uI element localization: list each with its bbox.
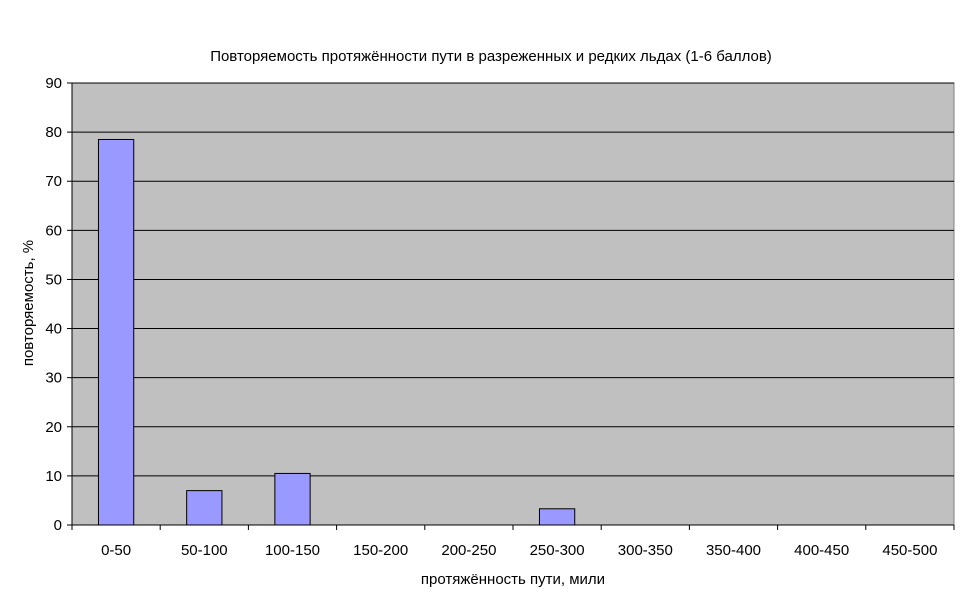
y-tick-label: 80 bbox=[45, 124, 62, 141]
x-tick-label: 100-150 bbox=[265, 542, 320, 559]
x-axis-label: протяжённость пути, мили bbox=[421, 571, 605, 588]
y-tick-label: 20 bbox=[45, 419, 62, 436]
y-tick-label: 30 bbox=[45, 370, 62, 387]
plot-area bbox=[71, 82, 955, 526]
axes bbox=[67, 82, 955, 530]
y-tick-label: 40 bbox=[45, 321, 62, 338]
gridlines bbox=[72, 82, 954, 477]
bar-0-50 bbox=[97, 138, 135, 526]
y-tick-label: 90 bbox=[45, 75, 62, 92]
y-tick-label: 0 bbox=[54, 517, 62, 534]
x-tick-label: 250-300 bbox=[530, 542, 585, 559]
bar-250-300 bbox=[538, 508, 576, 526]
x-tick-label: 150-200 bbox=[353, 542, 408, 559]
bar-50-100 bbox=[186, 490, 223, 526]
x-tick-label: 300-350 bbox=[618, 542, 673, 559]
x-tick-label: 0-50 bbox=[101, 542, 131, 559]
x-tick-labels: 0-50 50-100 100-150 150-200 200-250 250-300 30… bbox=[101, 542, 937, 559]
x-tick-label: 350-400 bbox=[706, 542, 761, 559]
y-tick-label: 60 bbox=[45, 222, 62, 239]
bar-100-150 bbox=[274, 472, 311, 526]
x-tick-label: 450-500 bbox=[882, 542, 937, 559]
x-tick-label: 200-250 bbox=[441, 542, 496, 559]
bars bbox=[97, 138, 576, 526]
x-tick-label: 400-450 bbox=[794, 542, 849, 559]
y-tick-label: 50 bbox=[45, 271, 62, 288]
y-axis-label: повторяемость, % bbox=[20, 240, 37, 366]
y-tick-label: 70 bbox=[45, 173, 62, 190]
x-tick-label: 50-100 bbox=[181, 542, 228, 559]
y-tick-label: 10 bbox=[45, 468, 62, 485]
chart-title: Повторяемость протяжённости пути в разре… bbox=[210, 48, 772, 65]
y-tick-labels: 0 10 20 30 40 50 60 70 80 90 bbox=[45, 75, 62, 534]
